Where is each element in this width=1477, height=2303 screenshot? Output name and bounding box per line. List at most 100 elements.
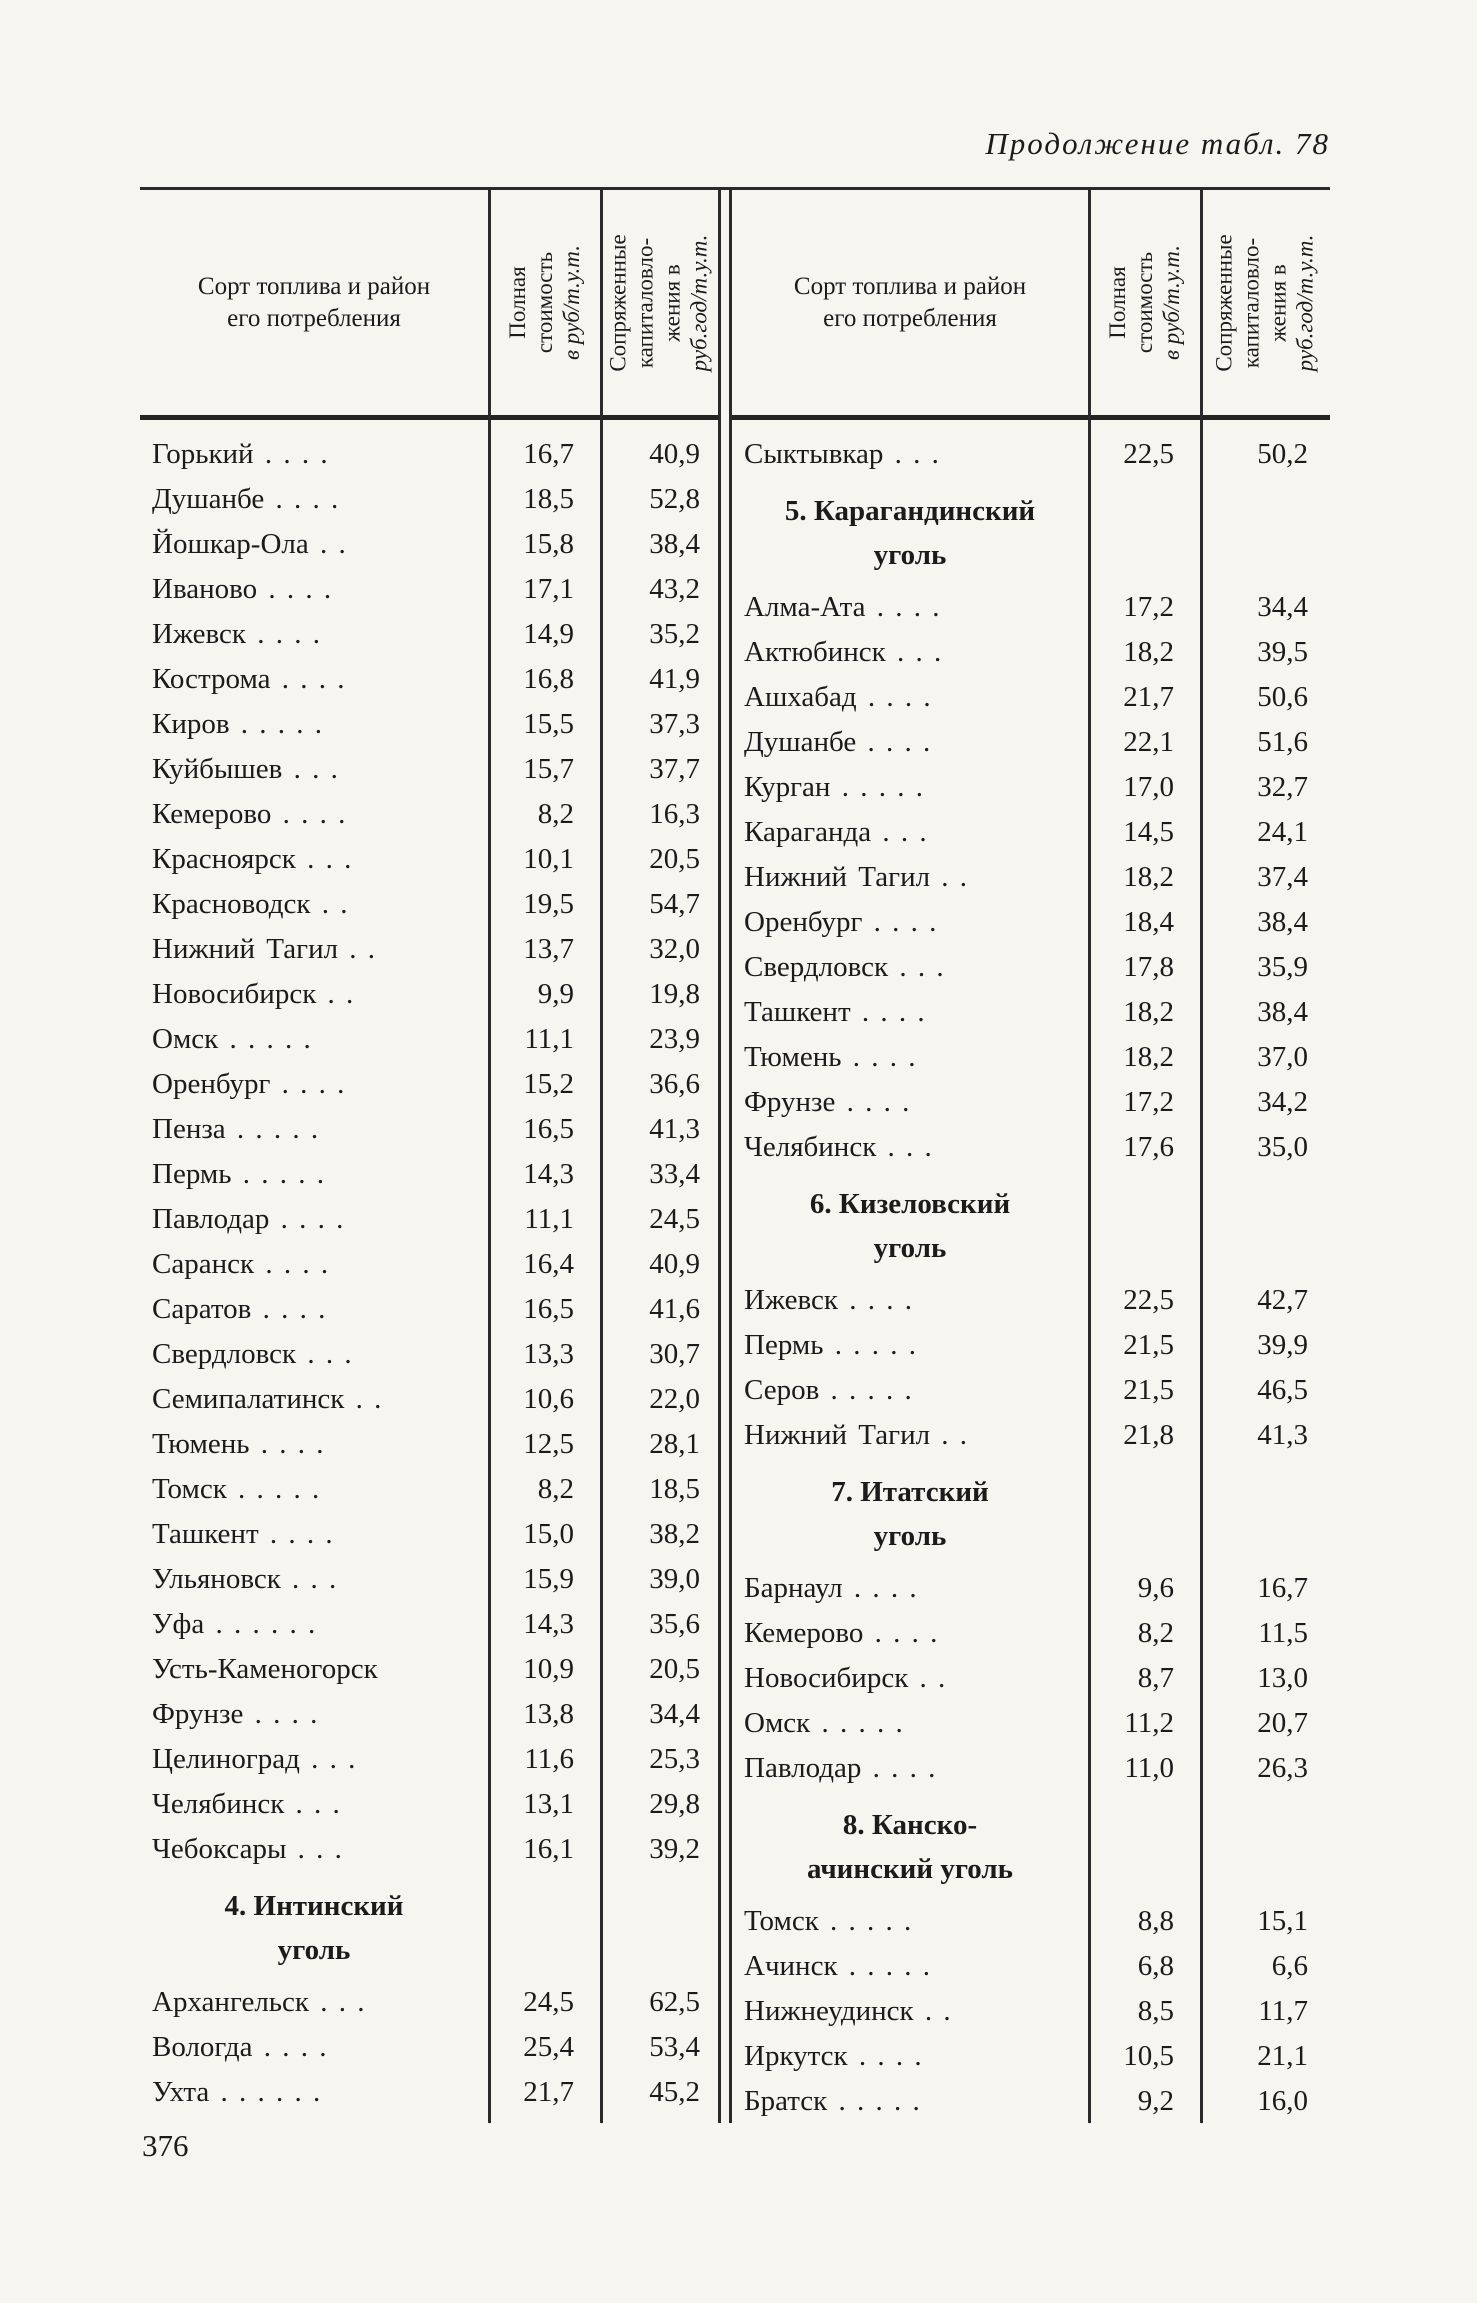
region-cell: Братск . . . . .: [744, 2085, 920, 2117]
capital-cell: 32,0: [649, 933, 700, 965]
full-cost-cell: 13,7: [523, 933, 574, 965]
capital-cell: 35,9: [1257, 951, 1308, 983]
right-rows-container: Сыктывкар . . . 22,5 50,2 5. Карагандинский…: [732, 420, 1330, 2124]
region-cell: Новосибирск . .: [744, 1662, 946, 1694]
region-cell: Семипалатинск . .: [152, 1383, 382, 1415]
region-cell: Нижнеудинск . .: [744, 1995, 951, 2027]
region-cell: Чебоксары . . .: [152, 1833, 342, 1865]
table-row: Пермь . . . . . 21,5 39,9: [732, 1323, 1330, 1368]
capital-cell: 21,1: [1257, 2040, 1308, 2072]
fuel-section-heading: 5. Карагандинский уголь: [732, 489, 1088, 577]
section-heading-line: 6. Кизеловский: [809, 1188, 1011, 1220]
column-header-full-cost: Полная стоимость в руб/т.у.т.: [488, 190, 600, 415]
region-cell: Красноярск . . .: [152, 843, 352, 875]
region-cell: Пермь . . . . .: [744, 1329, 916, 1361]
full-cost-cell: 13,1: [523, 1788, 574, 1820]
region-cell: Вологда . . . .: [152, 2031, 327, 2063]
capital-cell: 62,5: [649, 1986, 700, 2018]
capital-cell: 41,6: [649, 1293, 700, 1325]
table-row: Кемерово . . . . 8,2 16,3: [140, 792, 718, 837]
capital-cell: 18,5: [649, 1473, 700, 1505]
rotated-header-text: Сопряженные капиталовло- жения в руб.год…: [1212, 233, 1318, 372]
full-cost-cell: 16,7: [523, 438, 574, 470]
region-cell: Красноводск . .: [152, 888, 348, 920]
region-cell: Кострома . . . .: [152, 663, 345, 695]
header-line: Сорт топлива и район: [793, 272, 1027, 300]
table-row: Томск . . . . . 8,2 18,5: [140, 1467, 718, 1512]
full-cost-cell: 15,7: [523, 753, 574, 785]
full-cost-cell: 11,1: [524, 1203, 574, 1235]
table-right-half: Сорт топлива и район его потребления Пол…: [732, 190, 1330, 2123]
column-header-full-cost: Полная стоимость в руб/т.у.т.: [1088, 190, 1200, 415]
table-row: Оренбург . . . . 15,2 36,6: [140, 1062, 718, 1107]
region-cell: Челябинск . . .: [744, 1131, 932, 1163]
rotated-header-text: Полная стоимость в руб/т.у.т.: [1104, 245, 1184, 360]
table-header-row: Сорт топлива и район его потребления Пол…: [140, 190, 718, 420]
column-header-region: Сорт топлива и район его потребления: [732, 190, 1088, 415]
full-cost-cell: 15,8: [523, 528, 574, 560]
region-cell: Томск . . . . .: [152, 1473, 320, 1505]
full-cost-cell: 14,9: [523, 618, 574, 650]
capital-cell: 46,5: [1257, 1374, 1308, 1406]
capital-cell: 13,0: [1257, 1662, 1308, 1694]
capital-cell: 24,1: [1257, 816, 1308, 848]
table-row: Семипалатинск . . 10,6 22,0: [140, 1377, 718, 1422]
table-row: Омск . . . . . 11,1 23,9: [140, 1017, 718, 1062]
full-cost-cell: 16,5: [523, 1113, 574, 1145]
full-cost-cell: 8,2: [537, 1473, 574, 1505]
full-cost-cell: 8,8: [1137, 1905, 1174, 1937]
capital-cell: 39,2: [649, 1833, 700, 1865]
full-cost-cell: 9,9: [537, 978, 574, 1010]
region-cell: Ижевск . . . .: [152, 618, 320, 650]
full-cost-cell: 18,2: [1123, 1041, 1174, 1073]
region-cell: Горький . . . .: [152, 438, 328, 470]
table-row: Фрунзе . . . . 13,8 34,4: [140, 1692, 718, 1737]
full-cost-cell: 16,5: [523, 1293, 574, 1325]
region-cell: Актюбинск . . .: [744, 636, 942, 668]
table-row: Фрунзе . . . . 17,2 34,2: [732, 1080, 1330, 1125]
table-header-row: Сорт топлива и район его потребления Пол…: [732, 190, 1330, 420]
full-cost-cell: 15,2: [523, 1068, 574, 1100]
region-cell: Кемерово . . . .: [744, 1617, 938, 1649]
region-cell: Омск . . . . .: [152, 1023, 311, 1055]
capital-cell: 22,0: [649, 1383, 700, 1415]
capital-cell: 53,4: [649, 2031, 700, 2063]
region-cell: Нижний Тагил . .: [152, 933, 376, 965]
region-cell: Тюмень . . . .: [744, 1041, 916, 1073]
full-cost-cell: 8,7: [1137, 1662, 1174, 1694]
table-row: Новосибирск . . 9,9 19,8: [140, 972, 718, 1017]
table-row: Ташкент . . . . 18,2 38,4: [732, 990, 1330, 1035]
capital-cell: 41,9: [649, 663, 700, 695]
region-cell: Сыктывкар . . .: [744, 438, 939, 470]
region-cell: Нижний Тагил . .: [744, 1419, 968, 1451]
full-cost-cell: 22,1: [1123, 726, 1174, 758]
full-cost-cell: 16,4: [523, 1248, 574, 1280]
capital-cell: 6,6: [1271, 1950, 1308, 1982]
capital-cell: 51,6: [1257, 726, 1308, 758]
table-row: Ухта . . . . . . 21,7 45,2: [140, 2070, 718, 2115]
region-cell: Киров . . . . .: [152, 708, 323, 740]
table-row: Челябинск . . . 13,1 29,8: [140, 1782, 718, 1827]
region-cell: Тюмень . . . .: [152, 1428, 324, 1460]
full-cost-cell: 15,5: [523, 708, 574, 740]
table-row: Пермь . . . . . 14,3 33,4: [140, 1152, 718, 1197]
capital-cell: 38,2: [649, 1518, 700, 1550]
capital-cell: 26,3: [1257, 1752, 1308, 1784]
full-cost-cell: 10,9: [523, 1653, 574, 1685]
capital-cell: 37,4: [1257, 861, 1308, 893]
full-cost-cell: 16,8: [523, 663, 574, 695]
column-header-capital: Сопряженные капиталовло- жения в руб.год…: [600, 190, 718, 415]
capital-cell: 39,5: [1257, 636, 1308, 668]
table-row: Актюбинск . . . 18,2 39,5: [732, 630, 1330, 675]
table-row: Киров . . . . . 15,5 37,3: [140, 702, 718, 747]
full-cost-cell: 18,4: [1123, 906, 1174, 938]
column-header-region: Сорт топлива и район его потребления: [140, 190, 488, 415]
region-cell: Фрунзе . . . .: [152, 1698, 318, 1730]
capital-cell: 45,2: [649, 2076, 700, 2108]
region-cell: Ашхабад . . . .: [744, 681, 931, 713]
region-cell: Иваново . . . .: [152, 573, 332, 605]
table-row: Омск . . . . . 11,2 20,7: [732, 1701, 1330, 1746]
capital-cell: 11,7: [1258, 1995, 1308, 2027]
full-cost-cell: 8,2: [1137, 1617, 1174, 1649]
